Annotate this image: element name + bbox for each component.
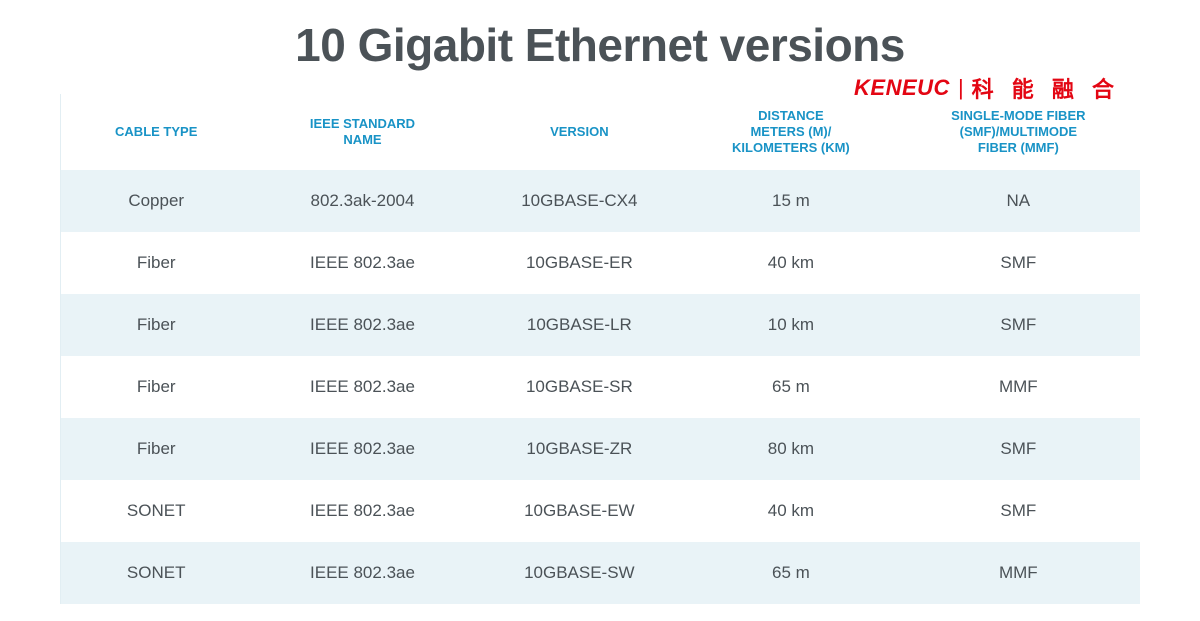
table-cell: 40 km <box>685 501 897 521</box>
col-header-version: VERSION <box>474 124 686 140</box>
col-header-fiber-mode: SINGLE-MODE FIBER (SMF)/MULTIMODE FIBER … <box>897 108 1140 157</box>
table-cell: Fiber <box>61 315 251 335</box>
table-cell: 10 km <box>685 315 897 335</box>
table-cell: SONET <box>61 563 251 583</box>
table-cell: NA <box>897 191 1140 211</box>
brand-latin: KENEUC <box>854 75 950 101</box>
table-cell: MMF <box>897 377 1140 397</box>
table-cell: 802.3ak-2004 <box>251 191 473 211</box>
table-cell: Fiber <box>61 253 251 273</box>
col-header-cable-type: CABLE TYPE <box>61 124 251 140</box>
table-cell: IEEE 802.3ae <box>251 377 473 397</box>
col-header-distance: DISTANCE METERS (M)/ KILOMETERS (KM) <box>685 108 897 157</box>
table-cell: IEEE 802.3ae <box>251 315 473 335</box>
table-cell: 10GBASE-SW <box>474 563 686 583</box>
table-cell: 40 km <box>685 253 897 273</box>
table-cell: IEEE 802.3ae <box>251 563 473 583</box>
table-cell: 80 km <box>685 439 897 459</box>
table-cell: MMF <box>897 563 1140 583</box>
table-cell: 10GBASE-EW <box>474 501 686 521</box>
table-cell: IEEE 802.3ae <box>251 439 473 459</box>
table-cell: SMF <box>897 439 1140 459</box>
table-cell: SONET <box>61 501 251 521</box>
ethernet-versions-table: CABLE TYPE IEEE STANDARD NAME VERSION DI… <box>60 94 1140 604</box>
table-row: FiberIEEE 802.3ae10GBASE-LR10 kmSMF <box>61 294 1140 356</box>
table-cell: Fiber <box>61 439 251 459</box>
table-cell: Fiber <box>61 377 251 397</box>
table-cell: 10GBASE-ZR <box>474 439 686 459</box>
table-row: SONETIEEE 802.3ae10GBASE-SW65 mMMF <box>61 542 1140 604</box>
table-row: SONETIEEE 802.3ae10GBASE-EW40 kmSMF <box>61 480 1140 542</box>
table-cell: 10GBASE-SR <box>474 377 686 397</box>
table-cell: 10GBASE-CX4 <box>474 191 686 211</box>
table-cell: IEEE 802.3ae <box>251 501 473 521</box>
brand-separator: | <box>958 75 964 101</box>
table-cell: Copper <box>61 191 251 211</box>
table-cell: IEEE 802.3ae <box>251 253 473 273</box>
table-cell: 10GBASE-ER <box>474 253 686 273</box>
table-cell: SMF <box>897 501 1140 521</box>
table-cell: SMF <box>897 253 1140 273</box>
table-cell: SMF <box>897 315 1140 335</box>
table-cell: 10GBASE-LR <box>474 315 686 335</box>
table-cell: 15 m <box>685 191 897 211</box>
table-header-row: CABLE TYPE IEEE STANDARD NAME VERSION DI… <box>61 94 1140 170</box>
table-row: FiberIEEE 802.3ae10GBASE-SR65 mMMF <box>61 356 1140 418</box>
table-row: FiberIEEE 802.3ae10GBASE-ZR80 kmSMF <box>61 418 1140 480</box>
page-title: 10 Gigabit Ethernet versions <box>0 0 1200 72</box>
table-body: Copper802.3ak-200410GBASE-CX415 mNAFiber… <box>61 170 1140 604</box>
brand-watermark: KENEUC | 科 能 融 合 <box>854 72 1120 104</box>
table-row: Copper802.3ak-200410GBASE-CX415 mNA <box>61 170 1140 232</box>
table-cell: 65 m <box>685 563 897 583</box>
col-header-ieee-standard: IEEE STANDARD NAME <box>251 116 473 149</box>
table-row: FiberIEEE 802.3ae10GBASE-ER40 kmSMF <box>61 232 1140 294</box>
brand-cjk: 科 能 融 合 <box>972 72 1120 104</box>
table-cell: 65 m <box>685 377 897 397</box>
